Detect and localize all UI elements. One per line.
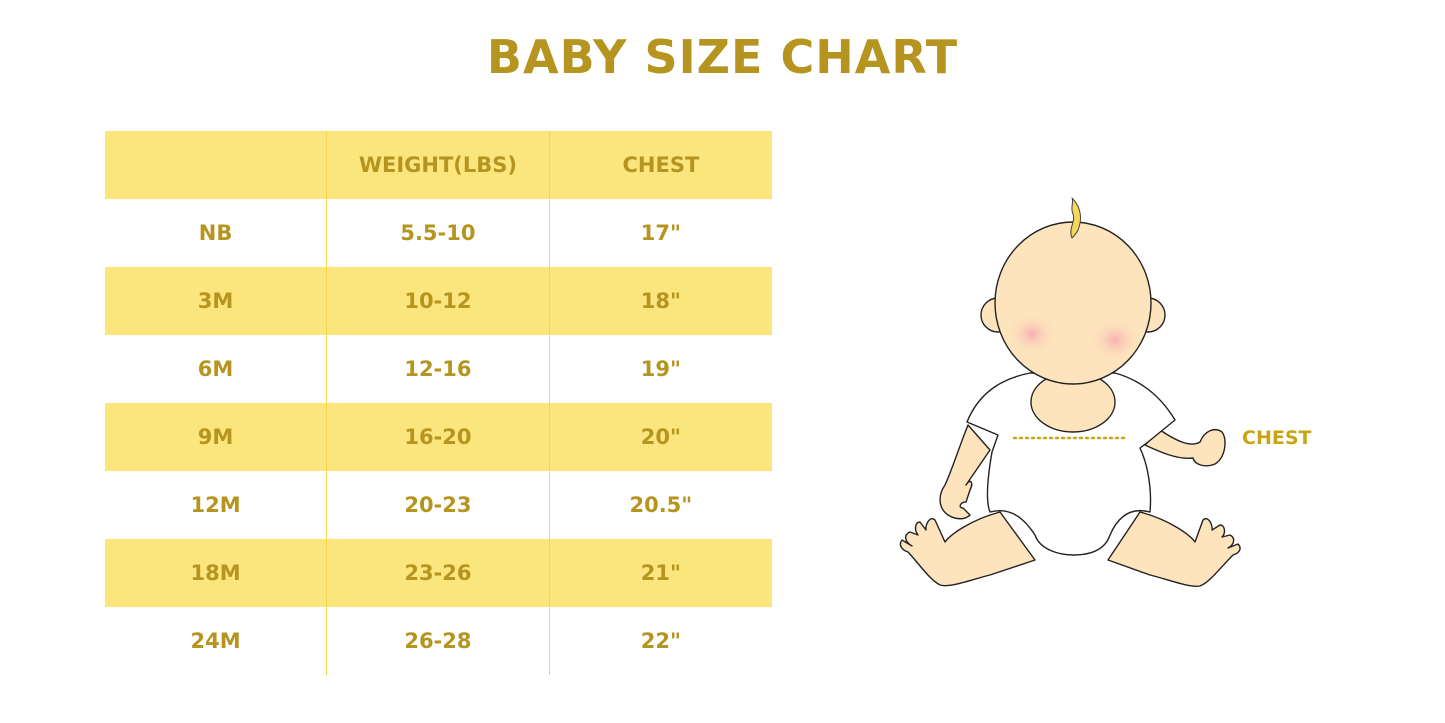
header-size (105, 131, 327, 199)
cell-chest: 19" (548, 335, 772, 403)
left-cheek-blush (1006, 312, 1058, 356)
cell-size: 24M (190, 629, 241, 653)
hair-tuft (1070, 197, 1081, 239)
cell-weight: 10-12 (326, 267, 550, 335)
cell-chest: 18" (548, 267, 772, 335)
table-row: 24M 26-28 22" (105, 607, 772, 675)
left-arm (939, 424, 991, 520)
table-row: 18M 23-26 21" (105, 539, 772, 607)
table-row: 3M 10-12 18" (105, 267, 772, 335)
onesie (966, 372, 1176, 556)
cell-weight: 12-16 (326, 335, 550, 403)
cell-chest: 22" (548, 607, 772, 675)
head (994, 221, 1152, 385)
cell-chest: 20.5" (548, 471, 772, 539)
table-row: 12M 20-23 20.5" (105, 471, 772, 539)
header-chest: CHEST (548, 131, 772, 199)
cell-chest: 21" (548, 539, 772, 607)
cell-chest: 17" (548, 199, 772, 267)
cell-weight: 20-23 (326, 471, 550, 539)
cell-size: 3M (105, 267, 327, 335)
cell-size: NB (198, 221, 233, 245)
baby-illustration (899, 197, 1241, 588)
right-cheek-blush (1089, 318, 1141, 362)
size-table: WEIGHT(LBS) CHEST NB 5.5-10 17" 3M 10-12… (105, 131, 772, 675)
table-header-row: WEIGHT(LBS) CHEST (105, 131, 772, 199)
cell-size: 12M (190, 493, 241, 517)
cell-weight: 26-28 (326, 607, 550, 675)
cell-size: 9M (105, 403, 327, 471)
cell-weight: 23-26 (326, 539, 550, 607)
cell-size: 6M (197, 357, 234, 381)
page-title: BABY SIZE CHART (486, 30, 959, 84)
cell-weight: 16-20 (326, 403, 550, 471)
header-weight: WEIGHT(LBS) (326, 131, 550, 199)
left-leg (899, 511, 1036, 587)
right-leg (1107, 511, 1241, 588)
table-row: NB 5.5-10 17" (105, 199, 772, 267)
chest-label: CHEST (1242, 427, 1312, 449)
cell-weight: 5.5-10 (326, 199, 550, 267)
right-arm (1144, 429, 1226, 467)
cell-size: 18M (105, 539, 327, 607)
table-row: 9M 16-20 20" (105, 403, 772, 471)
table-row: 6M 12-16 19" (105, 335, 772, 403)
cell-chest: 20" (548, 403, 772, 471)
